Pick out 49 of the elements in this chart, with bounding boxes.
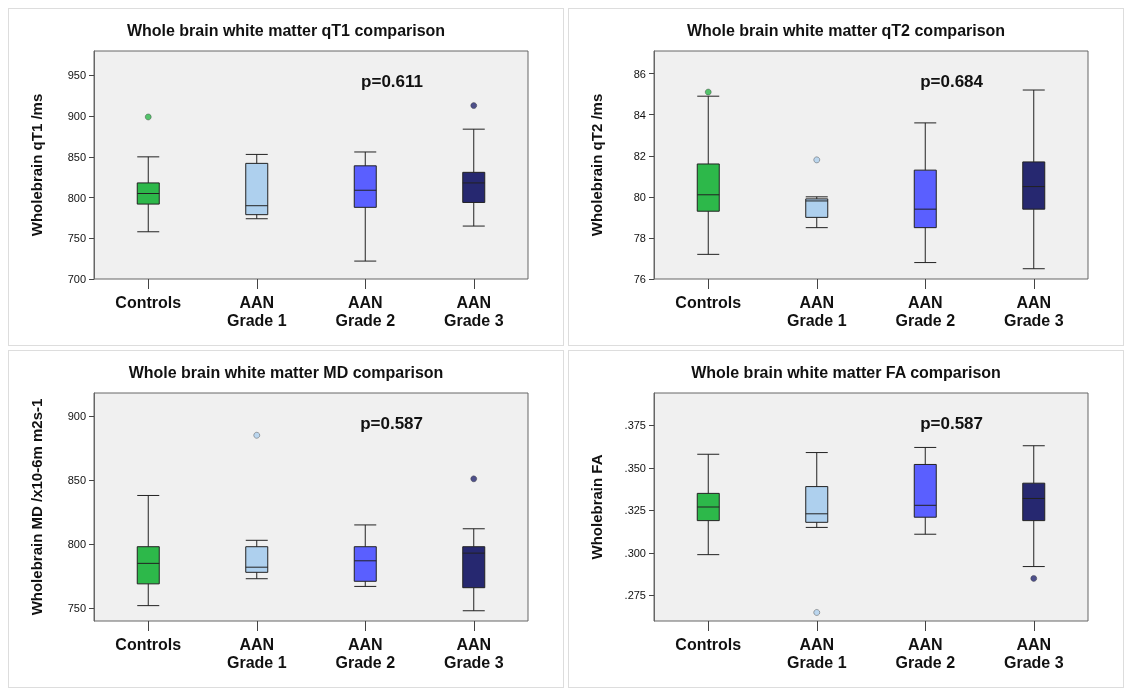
y-tick-label: 80 xyxy=(633,190,646,203)
x-tick-label: AAN Grade 1 xyxy=(226,293,287,329)
y-axis-title: Wholebrain qT2 /ms xyxy=(588,93,605,237)
chart-title: Whole brain white matter qT1 comparison xyxy=(126,21,446,39)
y-tick-label: 78 xyxy=(633,231,646,244)
y-tick-label: 86 xyxy=(633,67,646,80)
y-tick-label: .275 xyxy=(624,589,646,602)
y-axis-title: Wholebrain qT1 /ms xyxy=(28,93,45,237)
x-tick-label: Controls xyxy=(115,293,182,311)
y-tick-label: 82 xyxy=(633,149,646,162)
annotation: p=0.587 xyxy=(920,414,984,433)
y-tick-label: 800 xyxy=(67,191,86,204)
y-tick-label: .350 xyxy=(624,461,646,474)
y-tick-label: 900 xyxy=(67,110,86,123)
x-tick-label: AAN Grade 3 xyxy=(443,293,504,329)
x-tick-label: AAN Grade 1 xyxy=(226,635,287,671)
y-tick-label: 750 xyxy=(67,602,86,615)
y-axis-title: Wholebrain MD /x10-6m m2s-1 xyxy=(28,398,45,616)
x-tick-label: Controls xyxy=(675,635,742,653)
x-tick-label: AAN Grade 2 xyxy=(895,293,956,329)
y-tick-label: 850 xyxy=(67,150,86,163)
x-tick-label: AAN Grade 1 xyxy=(786,293,847,329)
y-tick-label: .325 xyxy=(624,504,646,517)
y-tick-label: 700 xyxy=(67,273,86,285)
y-tick-label: 750 xyxy=(67,232,86,245)
y-tick-label: 850 xyxy=(67,474,86,487)
x-tick-label: AAN Grade 2 xyxy=(335,293,396,329)
y-tick-label: 800 xyxy=(67,538,86,551)
chart-title: Whole brain white matter qT2 comparison xyxy=(686,21,1006,39)
y-tick-label: 84 xyxy=(633,108,646,121)
chart-title: Whole brain white matter MD comparison xyxy=(128,363,444,381)
x-tick-label: AAN Grade 2 xyxy=(895,635,956,671)
y-tick-label: 950 xyxy=(67,69,86,82)
x-tick-label: Controls xyxy=(115,635,182,653)
y-tick-label: .375 xyxy=(624,419,646,432)
y-axis-title: Wholebrain FA xyxy=(588,454,605,560)
x-tick-label: Controls xyxy=(675,293,742,311)
x-tick-label: AAN Grade 3 xyxy=(1003,293,1064,329)
chart-title: Whole brain white matter FA comparison xyxy=(691,363,1001,381)
y-tick-label: 900 xyxy=(67,410,86,423)
annotation: p=0.684 xyxy=(920,72,984,91)
x-tick-label: AAN Grade 2 xyxy=(335,635,396,671)
x-tick-label: AAN Grade 3 xyxy=(1003,635,1064,671)
x-tick-label: AAN Grade 1 xyxy=(786,635,847,671)
annotation: p=0.587 xyxy=(360,414,424,433)
x-tick-label: AAN Grade 3 xyxy=(443,635,504,671)
annotation: p=0.611 xyxy=(361,72,424,91)
y-tick-label: .300 xyxy=(624,546,646,559)
y-tick-label: 76 xyxy=(633,273,646,285)
